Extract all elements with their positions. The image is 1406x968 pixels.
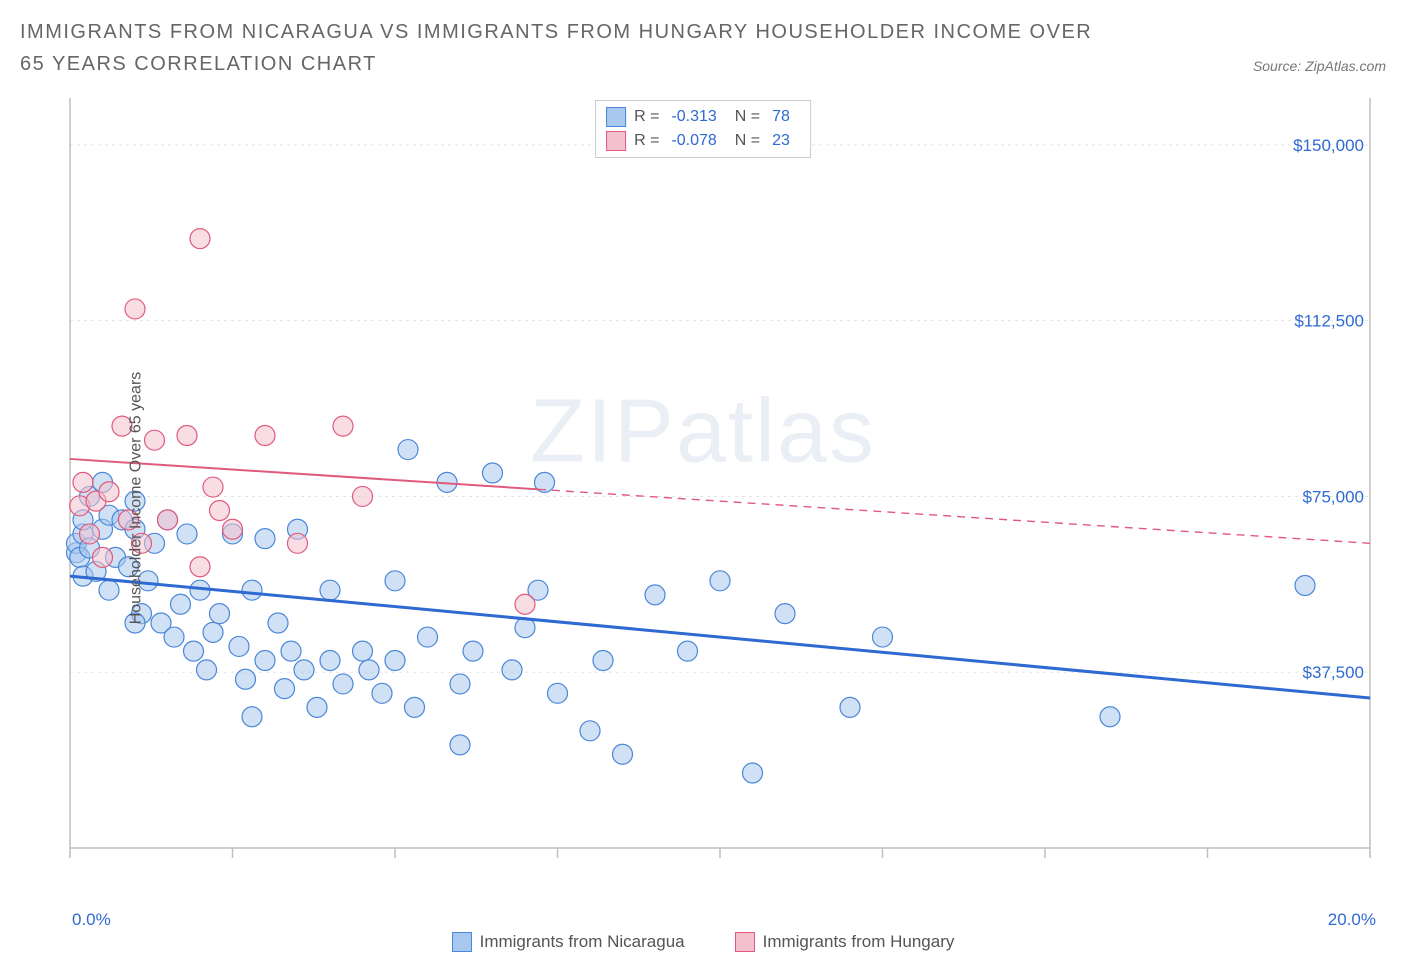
swatch-hungary — [606, 131, 626, 151]
legend-row-nicaragua: R = -0.313 N = 78 — [606, 105, 800, 129]
chart-source: Source: ZipAtlas.com — [1253, 58, 1386, 80]
legend-label-nicaragua: Immigrants from Nicaragua — [480, 932, 685, 952]
legend-item-nicaragua: Immigrants from Nicaragua — [452, 932, 685, 952]
svg-text:$112,500: $112,500 — [1294, 312, 1364, 331]
svg-text:$150,000: $150,000 — [1293, 136, 1364, 155]
swatch-nicaragua — [452, 932, 472, 952]
r-label: R = — [634, 105, 659, 129]
chart-container: Householder Income Over 65 years $37,500… — [20, 88, 1386, 908]
svg-text:$75,000: $75,000 — [1303, 487, 1364, 506]
series-legend: Immigrants from Nicaragua Immigrants fro… — [20, 932, 1386, 952]
n-label: N = — [735, 105, 760, 129]
x-axis-end: 20.0% — [1328, 910, 1376, 930]
chart-header: IMMIGRANTS FROM NICARAGUA VS IMMIGRANTS … — [20, 16, 1386, 80]
n-value-nicaragua: 78 — [772, 105, 790, 129]
x-axis-labels: 0.0% 20.0% — [20, 910, 1386, 930]
swatch-nicaragua — [606, 107, 626, 127]
swatch-hungary — [735, 932, 755, 952]
r-value-nicaragua: -0.313 — [671, 105, 716, 129]
r-value-hungary: -0.078 — [671, 129, 716, 153]
y-axis-label: Householder Income Over 65 years — [127, 372, 145, 625]
svg-text:$37,500: $37,500 — [1303, 663, 1364, 682]
r-label: R = — [634, 129, 659, 153]
legend-row-hungary: R = -0.078 N = 23 — [606, 129, 800, 153]
scatter-chart: $37,500 $75,000 $112,500 $150,000 — [20, 88, 1386, 868]
n-label: N = — [735, 129, 760, 153]
n-value-hungary: 23 — [772, 129, 790, 153]
legend-item-hungary: Immigrants from Hungary — [735, 932, 955, 952]
x-axis-start: 0.0% — [72, 910, 111, 930]
legend-label-hungary: Immigrants from Hungary — [763, 932, 955, 952]
correlation-legend: R = -0.313 N = 78 R = -0.078 N = 23 — [595, 100, 811, 158]
chart-title: IMMIGRANTS FROM NICARAGUA VS IMMIGRANTS … — [20, 16, 1100, 80]
